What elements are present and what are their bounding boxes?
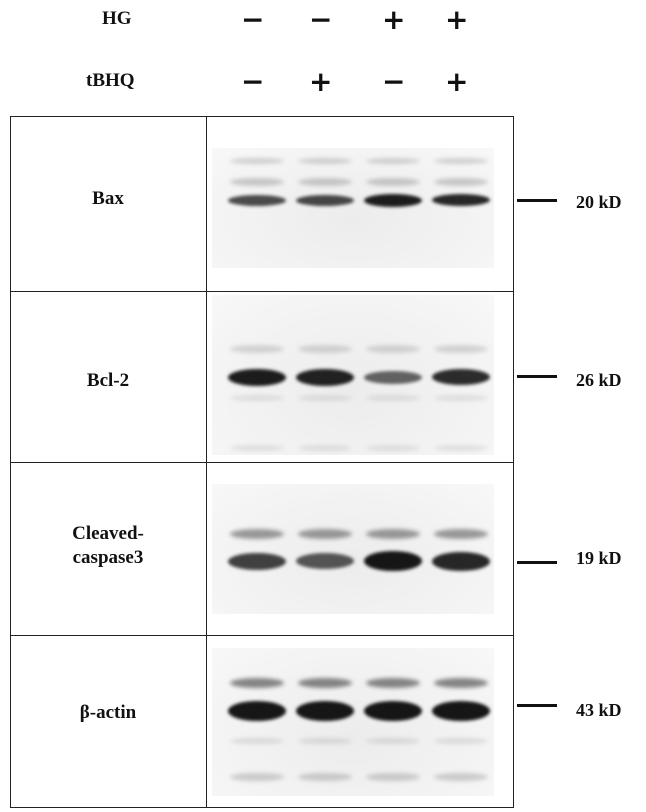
- faint-band: [366, 395, 420, 401]
- tbhq-sign-lane4: +: [445, 65, 469, 98]
- faint-band: [230, 529, 284, 539]
- blot-bax: [212, 148, 494, 268]
- faint-band: [434, 158, 488, 164]
- faint-band: [298, 529, 352, 539]
- protein-band: [228, 368, 286, 386]
- marker-line-caspase3: [517, 561, 557, 564]
- faint-band: [298, 345, 352, 353]
- faint-band: [366, 445, 420, 451]
- protein-band: [296, 194, 354, 206]
- panel-label-actin-text: β-actin: [79, 702, 137, 723]
- row-divider-1: [11, 291, 513, 292]
- row-divider-3: [11, 635, 513, 636]
- panel-label-bax-text: Bax: [92, 188, 124, 209]
- protein-band: [296, 701, 354, 721]
- faint-band: [366, 738, 420, 744]
- faint-band: [434, 345, 488, 353]
- faint-band: [298, 395, 352, 401]
- faint-band: [298, 178, 352, 186]
- faint-band: [230, 178, 284, 186]
- blot-bcl2: [212, 295, 494, 455]
- blot-frame: [10, 116, 514, 808]
- faint-band: [230, 445, 284, 451]
- tbhq-sign-lane3: −: [382, 65, 406, 98]
- panel-label-caspase3: Cleaved- caspase3: [13, 522, 203, 570]
- protein-band: [432, 369, 490, 385]
- faint-band: [366, 529, 420, 539]
- faint-band: [366, 178, 420, 186]
- panel-label-caspase3-line1: Cleaved-: [72, 523, 144, 544]
- panel-label-actin: β-actin: [13, 702, 203, 724]
- faint-band: [434, 773, 488, 781]
- protein-band: [296, 368, 354, 386]
- marker-bcl2: 26 kD: [576, 370, 622, 390]
- hg-sign-lane2: −: [309, 3, 333, 36]
- faint-band: [230, 678, 284, 688]
- faint-band: [434, 529, 488, 539]
- hg-sign-lane3: +: [382, 3, 406, 36]
- faint-band: [366, 158, 420, 164]
- hg-label: HG: [102, 8, 132, 29]
- faint-band: [230, 395, 284, 401]
- marker-line-actin: [517, 704, 557, 707]
- faint-band: [434, 678, 488, 688]
- marker-bax: 20 kD: [576, 192, 622, 212]
- protein-band: [228, 194, 286, 206]
- faint-band: [298, 773, 352, 781]
- protein-band: [364, 370, 422, 384]
- hg-sign-lane1: −: [241, 3, 265, 36]
- faint-band: [434, 178, 488, 186]
- tbhq-label: tBHQ: [86, 70, 135, 91]
- protein-band: [432, 194, 490, 206]
- panel-label-caspase3-line2: caspase3: [72, 547, 144, 568]
- protein-band: [432, 551, 490, 571]
- protein-band: [364, 193, 422, 207]
- protein-band: [364, 551, 422, 571]
- faint-band: [230, 158, 284, 164]
- faint-band: [366, 773, 420, 781]
- blot-actin: [212, 648, 494, 796]
- faint-band: [230, 738, 284, 744]
- marker-actin: 43 kD: [576, 700, 622, 720]
- marker-caspase3: 19 kD: [576, 548, 622, 568]
- faint-band: [230, 773, 284, 781]
- protein-band: [228, 701, 286, 721]
- panel-label-bcl2: Bcl-2: [13, 370, 203, 392]
- faint-band: [434, 445, 488, 451]
- blot-caspase3: [212, 484, 494, 614]
- marker-line-bax: [517, 199, 557, 202]
- panel-label-bcl2-text: Bcl-2: [86, 370, 130, 391]
- faint-band: [366, 678, 420, 688]
- faint-band: [298, 678, 352, 688]
- faint-band: [298, 445, 352, 451]
- marker-line-bcl2: [517, 375, 557, 378]
- protein-band: [432, 701, 490, 721]
- faint-band: [298, 158, 352, 164]
- hg-sign-lane4: +: [445, 3, 469, 36]
- protein-band: [228, 552, 286, 570]
- protein-band: [296, 553, 354, 569]
- row-divider-2: [11, 462, 513, 463]
- protein-band: [364, 701, 422, 721]
- faint-band: [298, 738, 352, 744]
- panel-label-bax: Bax: [13, 188, 203, 210]
- faint-band: [366, 345, 420, 353]
- faint-band: [434, 395, 488, 401]
- faint-band: [230, 345, 284, 353]
- faint-band: [434, 738, 488, 744]
- tbhq-sign-lane2: +: [309, 65, 333, 98]
- tbhq-sign-lane1: −: [241, 65, 265, 98]
